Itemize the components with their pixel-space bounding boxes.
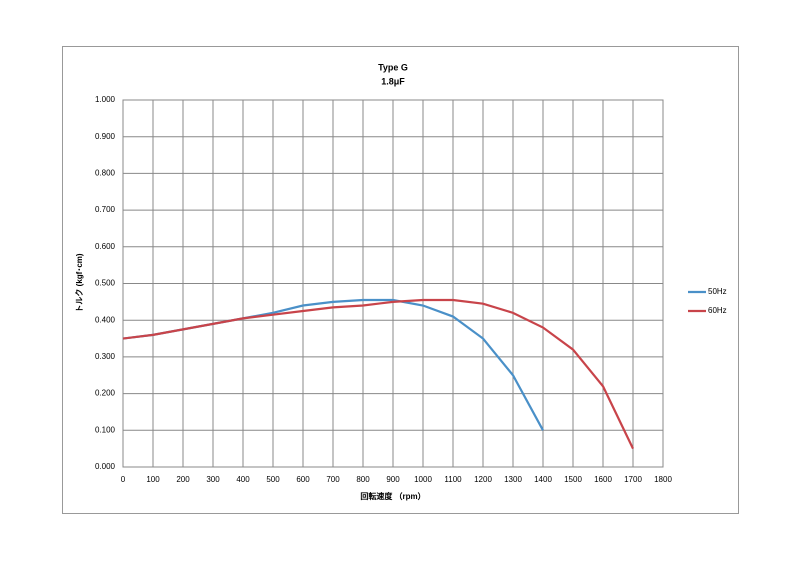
x-tick-label: 500 [266, 475, 280, 484]
x-tick-label: 700 [326, 475, 340, 484]
y-tick-label: 0.400 [95, 315, 116, 324]
chart-subtitle: 1.8μF [381, 76, 405, 86]
x-tick-label: 100 [146, 475, 160, 484]
y-tick-label: 0.700 [95, 205, 116, 214]
plot-border [122, 99, 664, 468]
y-tick-label: 0.900 [95, 132, 116, 141]
x-axis-label: 回転速度 （rpm） [360, 491, 425, 501]
chart-border [62, 46, 739, 514]
chart-title: Type G [378, 62, 408, 72]
x-tick-label: 1600 [594, 475, 612, 484]
y-tick-label: 0.600 [95, 242, 116, 251]
legend-label: 60Hz [708, 306, 727, 315]
x-tick-label: 1300 [504, 475, 522, 484]
x-tick-label: 1500 [564, 475, 582, 484]
x-tick-label: 1700 [624, 475, 642, 484]
x-tick-label: 200 [176, 475, 190, 484]
y-tick-label: 1.000 [95, 95, 116, 104]
y-tick-label: 0.200 [95, 389, 116, 398]
x-tick-label: 1400 [534, 475, 552, 484]
x-tick-label: 1000 [414, 475, 432, 484]
y-tick-label: 0.000 [95, 462, 116, 471]
x-tick-label: 900 [386, 475, 400, 484]
legend-label: 50Hz [708, 287, 727, 296]
x-tick-label: 1200 [474, 475, 492, 484]
x-tick-label: 1800 [654, 475, 672, 484]
x-tick-label: 0 [121, 475, 126, 484]
y-axis-label: トルク (kgf･cm) [74, 253, 84, 312]
y-tick-label: 0.500 [95, 279, 116, 288]
x-tick-label: 600 [296, 475, 310, 484]
series-line [122, 298, 634, 450]
x-tick-label: 300 [206, 475, 220, 484]
y-tick-label: 0.100 [95, 425, 116, 434]
x-tick-label: 1100 [444, 475, 462, 484]
x-tick-label: 800 [356, 475, 370, 484]
y-tick-label: 0.300 [95, 352, 116, 361]
x-tick-label: 400 [236, 475, 250, 484]
y-tick-label: 0.800 [95, 169, 116, 178]
